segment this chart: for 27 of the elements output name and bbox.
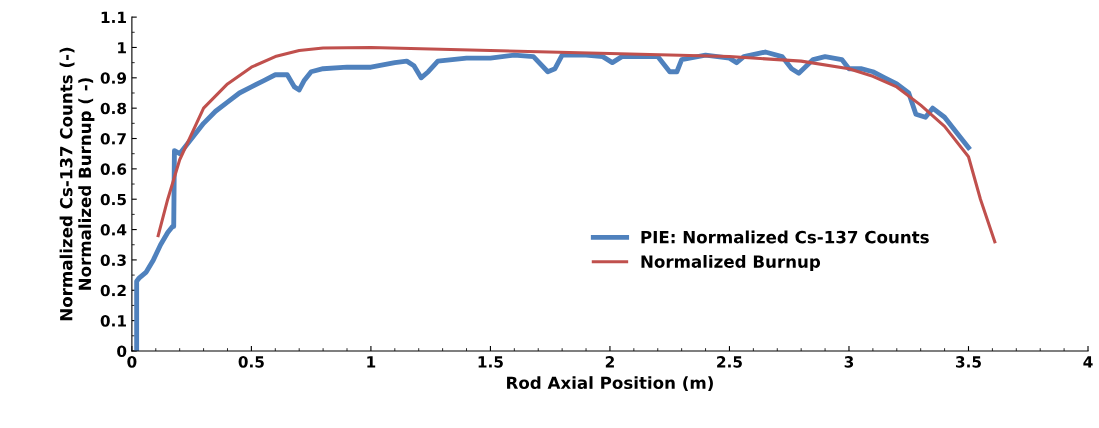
y-tick-label: 0.8 xyxy=(100,102,127,115)
x-tick-label: 3 xyxy=(844,356,854,368)
x-tick-label: 0.5 xyxy=(238,356,264,368)
y-tick-label: 1 xyxy=(118,42,126,54)
y-tick-label: 0.4 xyxy=(100,224,127,236)
legend-label: Normalized Burnup xyxy=(641,254,821,272)
y-tick-label: 0.7 xyxy=(100,132,126,145)
legend-label: PIE: Normalized Cs-137 Counts xyxy=(641,230,929,244)
x-tick-label: 1 xyxy=(367,356,376,368)
x-tick-label: 1.5 xyxy=(478,356,503,368)
x-tick-label: 0 xyxy=(127,356,137,368)
x-tick-label: 2.5 xyxy=(717,356,742,368)
y-tick-label: 0.6 xyxy=(100,163,127,175)
x-tick-label: 3.5 xyxy=(955,356,981,368)
y-tick-label: 0.2 xyxy=(100,284,126,297)
y-tick-label: 1.1 xyxy=(101,11,126,23)
line-series xyxy=(134,49,971,351)
y-tick-label: 0.3 xyxy=(100,254,126,266)
x-axis-title: Rod Axial Position (m) xyxy=(507,376,713,392)
y-tick-label: 0 xyxy=(117,345,127,357)
y-tick-label: 0.9 xyxy=(100,72,127,84)
x-tick-label: 2 xyxy=(605,356,614,368)
y-axis-title: Normalized Cs-137 Counts (-) Normalized Burnup ( -) xyxy=(59,47,95,321)
y-tick-label: 0.1 xyxy=(100,315,126,327)
y-tick-label: 0.5 xyxy=(100,193,126,206)
x-tick-label: 4 xyxy=(1083,356,1093,368)
line-series xyxy=(156,45,997,244)
